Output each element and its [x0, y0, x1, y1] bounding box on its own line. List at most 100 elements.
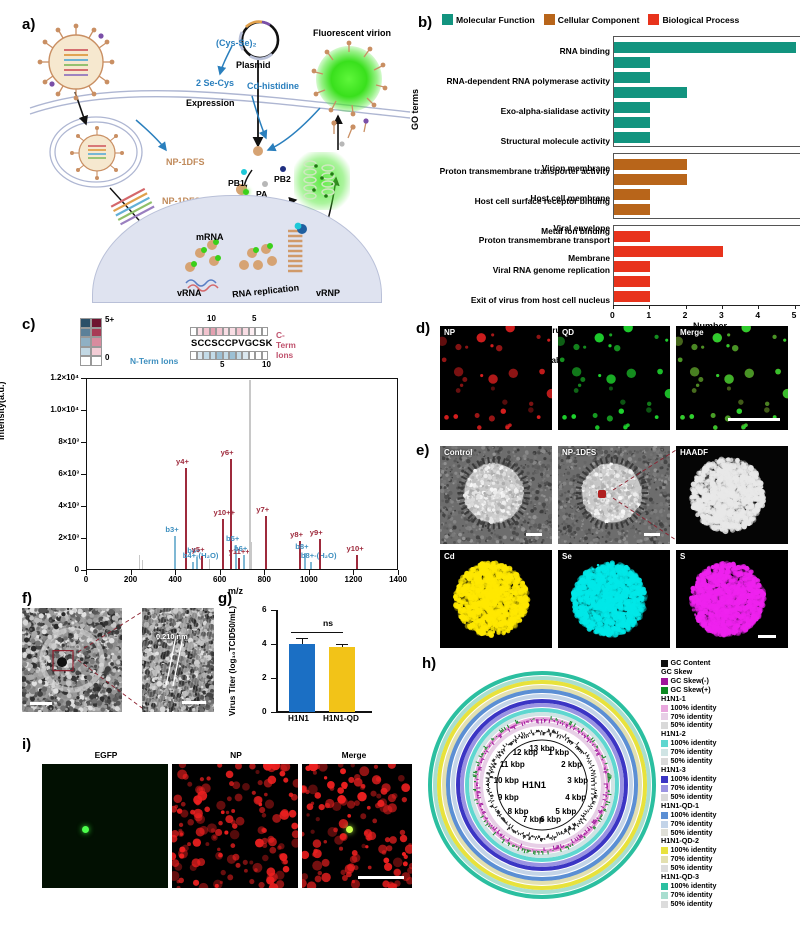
genome-legend-item: 100% identity [661, 845, 717, 855]
go-category-label: Structural molecule activity [500, 136, 610, 146]
se-cys-label: 2 Se-Cys [196, 78, 235, 88]
genome-legend-item-label: 50% identity [670, 898, 713, 908]
genome-legend-item-label: 100% identity [670, 845, 717, 855]
genome-legend-swatch [661, 749, 668, 757]
fluorescence-puncta [440, 326, 552, 430]
genome-legend-header: H1N1-QD-3 [661, 872, 699, 882]
heat-cell [91, 356, 102, 366]
ms-peak-label: y11++ [228, 546, 250, 556]
genome-legend-item: 70% identity [661, 747, 716, 757]
panel-c-mass-spectrum: c) 5+ 0 10 5 [0, 310, 412, 596]
genome-identity-ring [428, 671, 656, 899]
plasmid-icon [232, 18, 288, 62]
panel-d-image-merge: Merge [676, 326, 788, 430]
genome-legend-item: 100% identity [661, 738, 717, 748]
ms-peak [299, 541, 302, 569]
ms-y-tick-label: 0 [74, 565, 79, 574]
assembly-glow [294, 152, 350, 210]
genome-legend-group: H1N1-QD-1 100% identity 70% identity 50% id… [661, 801, 716, 838]
fluorescent-virion-spikes [311, 40, 388, 117]
genome-kbp-label: 5 kbp [555, 806, 577, 816]
titer-y-tick-label: 4 [262, 639, 267, 648]
titer-y-tick [271, 677, 276, 679]
genome-identity-ring [478, 721, 606, 849]
heatmap-col-cterm [91, 318, 102, 366]
ms-peak [208, 559, 211, 569]
heatmap-col-nterm [80, 318, 91, 366]
go-category-label: Exo-alpha-sialidase activity [500, 106, 610, 116]
ms-x-tick-label: 200 [123, 575, 138, 584]
panel-a-schematic: a) [0, 0, 412, 310]
ms-peak-label: y4+ [176, 457, 189, 467]
panel-i-image-egfp [42, 764, 168, 888]
genome-legend-header: H1N1-3 [661, 765, 686, 775]
tem-virion [440, 446, 552, 544]
ms-peak [250, 541, 253, 569]
ms-peak [304, 552, 307, 569]
gc-skew-ring [472, 716, 612, 855]
pb1-dot [241, 169, 247, 175]
go-legend-label-mf: Molecular Function [456, 14, 535, 25]
panel-i-scalebar [358, 876, 404, 879]
ms-y-tick [81, 441, 86, 443]
eds-map [570, 560, 649, 638]
heat-cell [80, 356, 91, 366]
go-category-label: Metal ion binding [541, 226, 610, 236]
nterm-tick-5: 5 [220, 360, 225, 369]
genome-legend-item-label: GC Skew(+) [670, 684, 711, 694]
ms-x-tick [86, 570, 87, 575]
genome-identity-ring [446, 689, 638, 881]
genome-kbp-label: 8 kbp [507, 806, 529, 816]
genome-legend-item: 100% identity [661, 774, 716, 784]
ms-x-tick [398, 570, 399, 575]
go-category-label: Exit of virus from host cell nucleus [470, 295, 610, 305]
panel-f-hrtem: f) 0.210 nm [0, 590, 218, 730]
titer-y-tick [271, 643, 276, 645]
panel-g-xtick-h1n1qd: H1N1-QD [323, 714, 359, 723]
ms-y-tick-label: 4×10³ [58, 501, 79, 510]
go-tick-label: 2 [682, 310, 688, 320]
genome-identity-ring [441, 684, 643, 886]
go-category-label: Viral envelope [553, 223, 610, 233]
genome-legend-item: GC Skew(-) [661, 675, 716, 686]
go-category-label: Proton transmembrane transport [478, 235, 610, 245]
ms-peak [174, 536, 177, 569]
go-bar: Viral RNA genome replication [493, 246, 723, 275]
ms-x-tick-label: 1000 [299, 575, 318, 584]
genome-legend-item: 70% identity [661, 819, 716, 829]
genome-legend-item-label: GC Skew(-) [670, 675, 709, 685]
genome-legend-group: H1N1-1 100% identity 70% identity 50% ident… [661, 694, 716, 731]
panel-e-image-control: Control [440, 446, 552, 544]
go-category-label: RNA-dependent RNA polymerase activity [446, 76, 610, 86]
genome-legend-swatch [661, 847, 668, 855]
genome-legend-item-label: 100% identity [670, 738, 717, 748]
genome-rings [426, 669, 658, 901]
panel-d-caption-merge: Merge [680, 328, 704, 337]
genome-identity-ring [451, 694, 633, 876]
genome-legend-swatch [661, 775, 668, 783]
genome-legend-swatch [661, 659, 668, 667]
panel-d-image-qd: QD [558, 326, 670, 430]
go-tick [758, 305, 760, 309]
genome-legend-swatch [661, 829, 668, 837]
heatmap-max-label: 5+ [105, 315, 115, 324]
go-legend-swatch-bp [648, 14, 660, 25]
ms-peak [355, 554, 358, 569]
panel-g-sig-bar [291, 632, 343, 634]
genome-kbp-label: 11 kbp [499, 759, 525, 769]
fluorescent-virion-glow [316, 46, 382, 112]
peptide-ladder: 10 5 C-Term Ions SCCSCCPVGCSK [130, 314, 296, 373]
genome-kbp-label: 4 kbp [565, 792, 587, 802]
go-category-label: Host cell membrane [530, 193, 610, 203]
nterm-ions-label: N-Term Ions [130, 356, 179, 366]
genome-legend-item-label: 70% identity [670, 889, 713, 899]
ms-peak [229, 458, 232, 569]
genome-legend-item: 100% identity [661, 810, 716, 820]
genome-kbp-label: 13 kbp [529, 744, 555, 753]
go-legend-item: Cellular Component [543, 14, 639, 25]
go-category-label: Host cell surface receptor binding [474, 196, 610, 206]
ms-x-tick-label: 800 [257, 575, 271, 584]
genome-legend-swatch [661, 891, 668, 899]
cterm-tick-row: 10 5 [190, 314, 268, 327]
